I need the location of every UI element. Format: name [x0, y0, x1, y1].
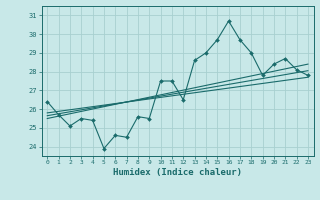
X-axis label: Humidex (Indice chaleur): Humidex (Indice chaleur) [113, 168, 242, 177]
